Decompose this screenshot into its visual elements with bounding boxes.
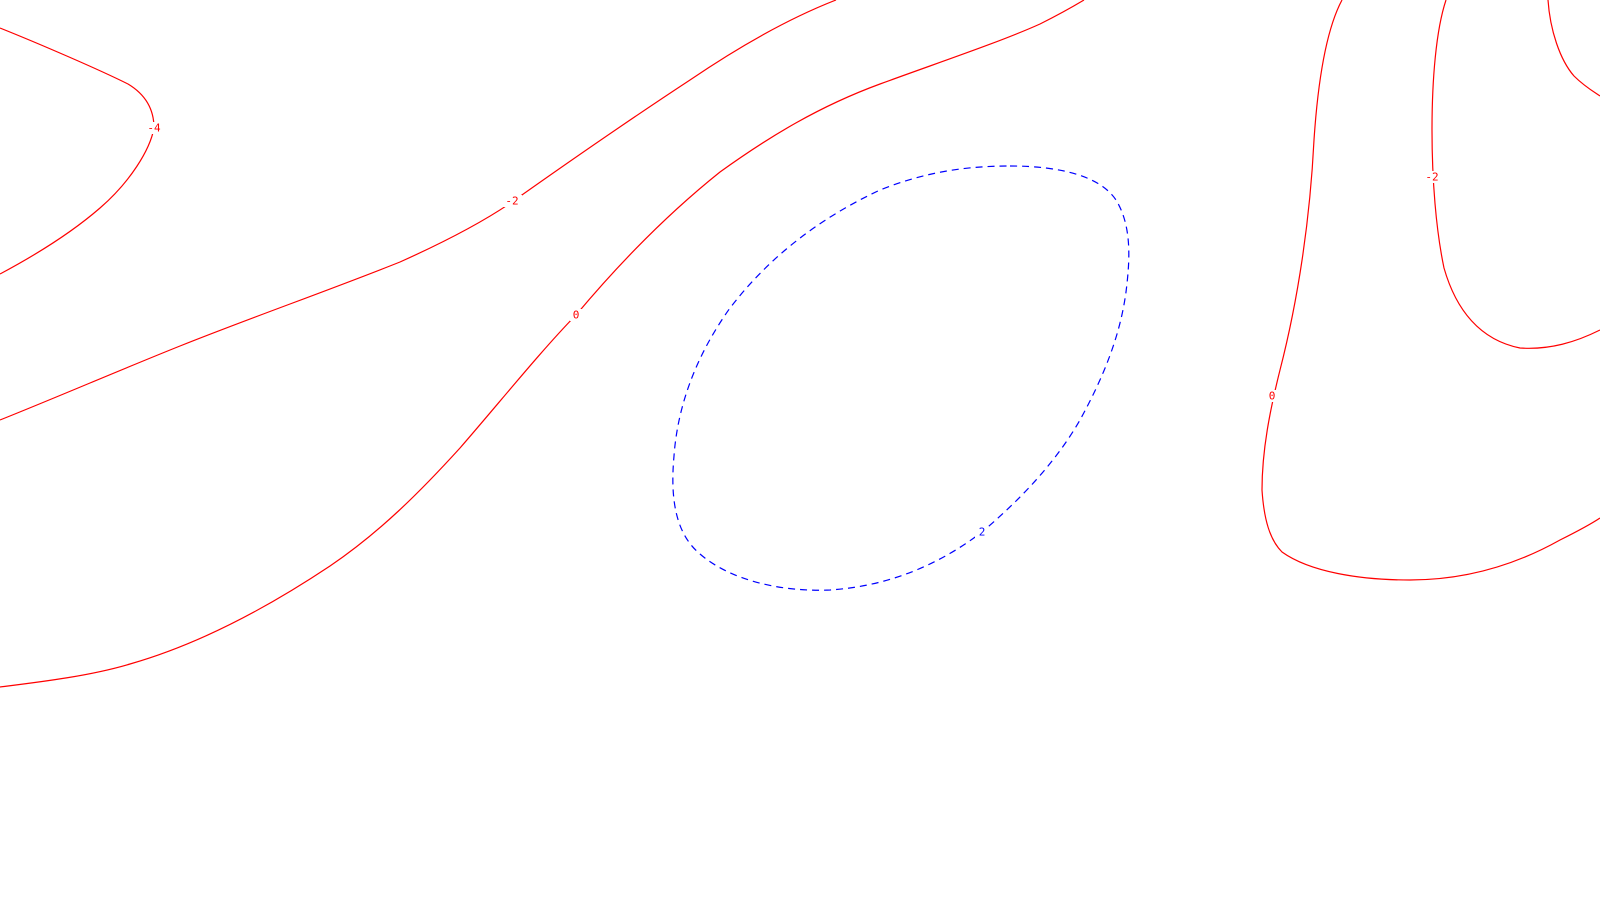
contour-line-zero: [0, 0, 1085, 688]
contour-label-zero-right: 0: [1269, 390, 1276, 403]
contour-label-minus4: -4: [147, 122, 161, 135]
contour-line-zero-right: [1261, 0, 1600, 581]
contour-line-upper-right-curl: [1547, 0, 1600, 97]
contour-label-minus2-right: -2: [1425, 171, 1438, 184]
contour-line-plus2: [672, 165, 1130, 591]
contour-label-minus2: -2: [505, 195, 518, 208]
contour-line-minus4: [0, 27, 155, 275]
contour-line-minus2: [0, 0, 837, 421]
contour-line-minus2-right: [1431, 0, 1600, 349]
contour-label-plus2: 2: [979, 526, 986, 539]
contour-label-zero: 0: [573, 309, 580, 322]
